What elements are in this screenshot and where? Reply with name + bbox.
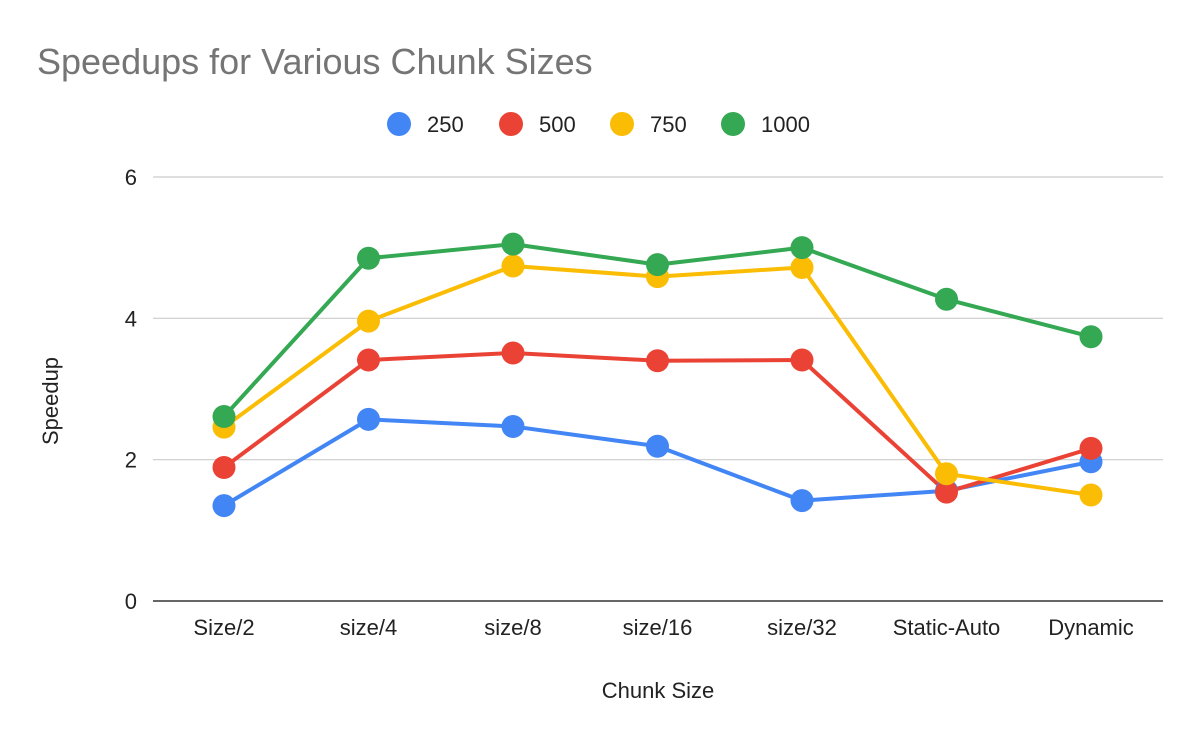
data-point-1000-4 [790,236,814,260]
legend-marker [387,112,411,136]
data-point-500-0 [212,455,236,479]
data-point-1000-0 [212,405,236,429]
y-tick-label: 6 [125,165,137,190]
legend-item-750: 750 [610,112,687,137]
data-point-250-4 [790,489,814,513]
y-tick-label: 0 [125,589,137,614]
y-tick-label: 4 [125,306,137,331]
x-tick-label: Dynamic [1048,615,1134,640]
legend-item-250: 250 [387,112,464,137]
data-point-1000-5 [935,287,958,311]
legend-marker [610,112,634,136]
legend-label: 1000 [761,112,810,137]
data-point-1000-3 [646,253,669,277]
legend-label: 750 [650,112,687,137]
data-point-500-2 [501,341,525,365]
y-tick-label: 2 [125,448,137,473]
legend-marker [499,112,523,136]
data-point-250-1 [357,407,380,431]
x-axis-ticks: Size/2 size/4 size/8 size/16 size/32 Static-A… [193,615,1133,640]
x-tick-label: size/8 [484,615,541,640]
data-point-500-4 [790,348,814,372]
gridlines [153,176,1163,461]
data-point-500-6 [1079,436,1103,460]
data-point-500-3 [646,349,669,373]
x-tick-label: Static-Auto [893,615,1001,640]
y-axis-ticks: 0 2 4 6 [125,165,137,614]
chart-title: Speedups for Various Chunk Sizes [37,41,593,82]
x-tick-label: Size/2 [193,615,254,640]
legend-item-500: 500 [499,112,576,137]
series-points-500 [212,341,1103,504]
legend-item-1000: 1000 [721,112,810,137]
series-points-1000 [212,232,1103,429]
y-axis-label: Speedup [38,357,63,445]
legend: 250 500 750 1000 [387,112,810,137]
x-tick-label: size/4 [340,615,397,640]
data-point-750-2 [501,254,525,278]
data-point-750-5 [935,462,958,486]
data-point-250-3 [646,434,669,458]
data-point-750-6 [1079,483,1103,507]
data-point-250-2 [501,414,525,438]
legend-label: 500 [539,112,576,137]
data-point-500-5 [935,480,958,504]
x-tick-label: size/16 [623,615,693,640]
x-axis-label: Chunk Size [602,678,715,703]
data-point-1000-2 [501,232,525,256]
data-point-1000-6 [1079,325,1103,349]
series-points [212,232,1103,518]
data-point-750-1 [357,309,380,333]
data-point-250-0 [212,494,236,518]
legend-marker [721,112,745,136]
data-point-1000-1 [357,246,380,270]
legend-label: 250 [427,112,464,137]
x-tick-label: size/32 [767,615,837,640]
data-point-750-4 [790,255,814,279]
data-point-500-1 [357,348,380,372]
